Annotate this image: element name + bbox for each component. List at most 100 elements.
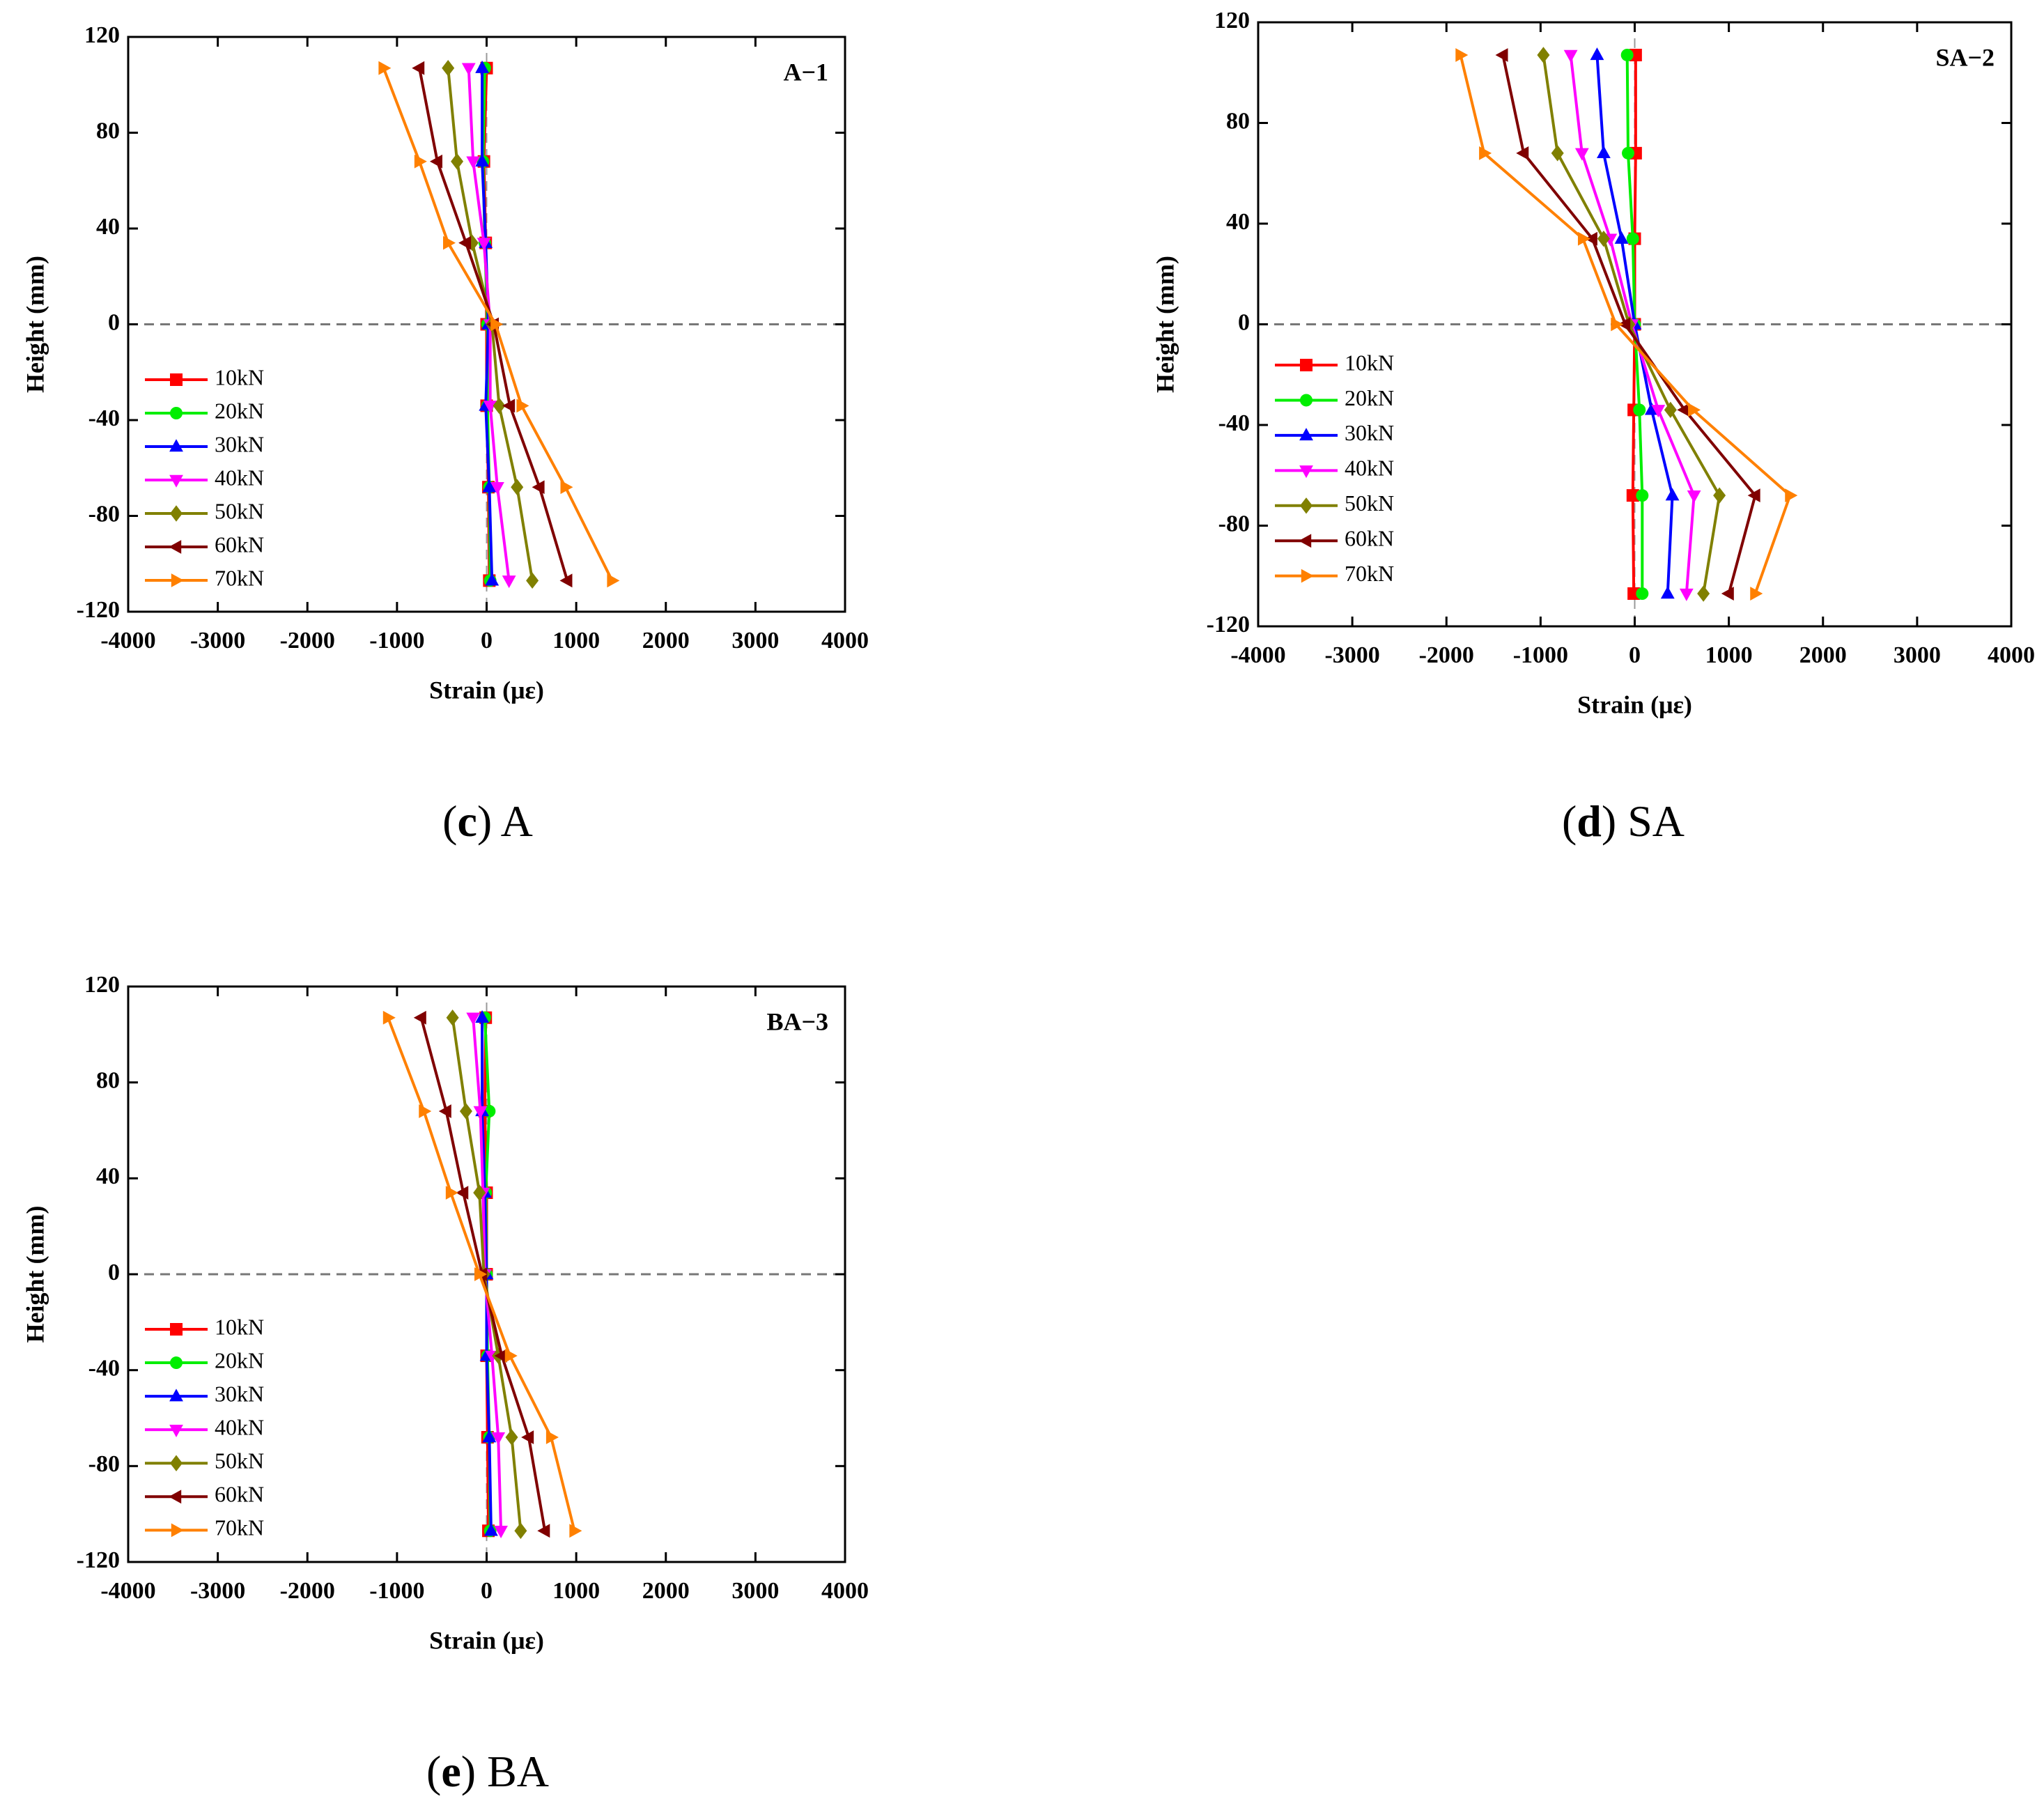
legend-label: 70kN [215,565,264,590]
x-tick-label: 1000 [552,628,600,653]
legend-marker [1299,465,1313,479]
data-point [1537,47,1550,63]
legend-marker [1300,497,1313,514]
data-point [1721,587,1734,601]
y-tick-label: -120 [77,597,120,623]
legend-marker [169,1389,183,1402]
legend-label: 20kN [1345,385,1394,410]
y-tick-label: -120 [77,1547,120,1573]
data-point [504,1349,518,1363]
data-point [438,1104,451,1118]
caption-part: ) A [477,796,533,846]
caption-part: ) BA [461,1747,549,1796]
data-point [475,60,489,73]
x-tick-label: 1000 [1705,642,1753,668]
caption: (d) SA [1562,796,1685,846]
data-point [446,1010,459,1026]
data-point [1626,489,1639,502]
x-tick-label: -4000 [100,628,155,653]
data-point [466,156,481,169]
x-tick-label: -4000 [100,1578,155,1604]
data-point [560,480,573,495]
data-point [473,1184,486,1201]
legend-marker [171,573,184,587]
legend-marker [170,1356,183,1370]
legend-marker [169,439,183,452]
data-point [1620,48,1634,61]
legend-label: 60kN [1345,526,1394,551]
x-tick-label: -1000 [369,1578,424,1604]
data-point [494,1526,508,1539]
caption-part: ( [442,796,457,846]
data-point [526,572,539,589]
legend-label: 70kN [1345,561,1394,586]
data-point [494,1349,507,1363]
data-point [445,1186,458,1200]
data-point [1495,48,1508,62]
x-axis-label: Strain (με) [429,676,544,704]
y-tick-label: -40 [1218,410,1250,436]
y-tick-label: -40 [88,405,120,431]
data-point [516,399,529,413]
data-point [521,1430,534,1444]
data-point [545,1430,559,1444]
data-point [1574,148,1589,161]
x-tick-label: 1000 [552,1578,600,1604]
legend-marker [169,474,183,488]
caption: (c) A [442,796,533,846]
data-point [493,397,506,415]
data-point [482,479,497,493]
y-axis-label: Height (mm) [21,256,49,393]
legend-label: 40kN [1345,456,1394,481]
legend-marker [170,1323,183,1336]
data-point [1618,317,1631,332]
chart: -4000 -3000 -2000 -1000 0 1000 2000 3000 4000 -12… [1151,8,2035,846]
plot-frame [1257,21,2013,628]
data-point [1636,489,1649,502]
data-point [1687,490,1701,503]
data-point [511,479,524,495]
legend-label: 30kN [1345,420,1394,445]
x-tick-label: 4000 [1988,642,2035,668]
x-tick-label: 4000 [821,1578,869,1604]
legend-label: 30kN [215,1381,264,1406]
data-point [1644,402,1659,415]
legend-label: 20kN [215,1347,264,1372]
x-tick-label: 0 [481,628,493,653]
data-point [459,1103,472,1120]
x-tick-label: 0 [481,1578,493,1604]
data-point [474,1267,488,1281]
data-point [451,153,464,170]
data-point [442,59,455,77]
caption-part: e [441,1747,460,1796]
data-point [1651,405,1666,418]
data-point [1455,48,1469,62]
data-point [1713,487,1726,504]
x-tick-label: 4000 [821,628,869,653]
legend-label: 70kN [215,1515,264,1540]
data-point [458,235,472,250]
x-tick-label: -3000 [190,1578,245,1604]
legend-marker [169,540,182,554]
data-point [483,401,497,414]
data-point [456,1186,469,1200]
data-point [429,154,442,169]
data-point [1614,231,1629,244]
data-point [485,573,500,586]
data-point [1677,403,1690,417]
y-axis-label: Height (mm) [1151,256,1179,393]
legend-marker [171,1523,184,1538]
legend-marker [170,505,183,522]
data-point [1590,47,1604,61]
data-point [532,480,545,495]
data-point [1584,231,1597,246]
data-point [1664,401,1677,419]
y-tick-label: -80 [88,1451,120,1477]
legend-marker [1299,428,1313,441]
data-point [1750,587,1763,601]
data-point [475,153,489,167]
x-tick-label: -3000 [190,628,245,653]
caption-part: ( [426,1747,441,1796]
data-point [482,1430,497,1443]
